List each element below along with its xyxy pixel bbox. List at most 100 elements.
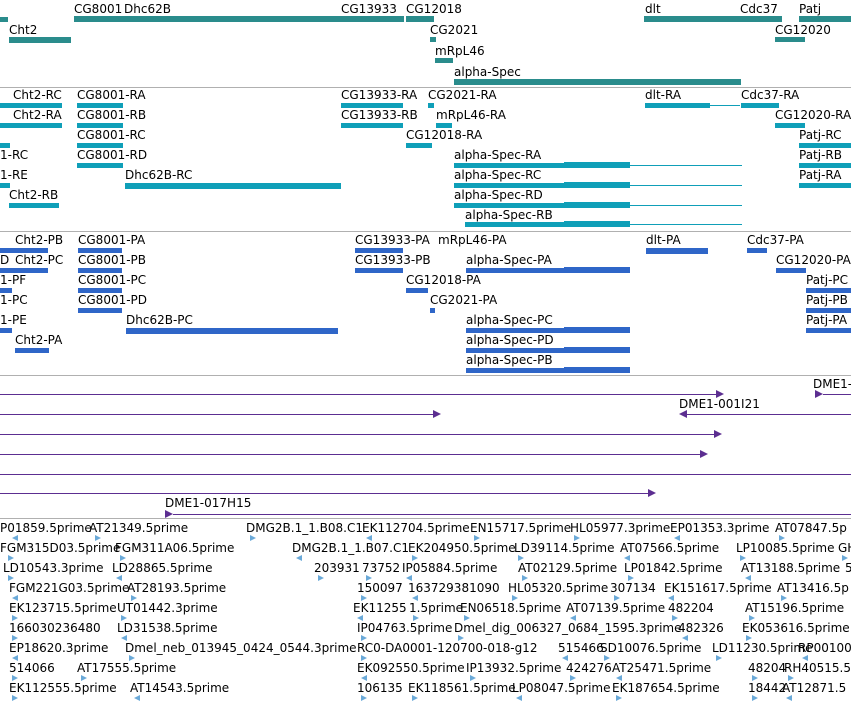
transcript-feature[interactable] bbox=[436, 123, 452, 128]
gene-feature[interactable] bbox=[435, 58, 453, 63]
est-direction-marker[interactable] bbox=[8, 555, 14, 561]
est-direction-marker[interactable] bbox=[470, 675, 476, 681]
protein-feature[interactable] bbox=[747, 248, 767, 253]
est-direction-marker[interactable] bbox=[81, 675, 87, 681]
protein-exon[interactable] bbox=[564, 367, 630, 373]
est-direction-marker[interactable] bbox=[746, 635, 752, 641]
protein-feature[interactable] bbox=[78, 268, 122, 273]
est-direction-marker[interactable] bbox=[786, 695, 792, 701]
est-direction-marker[interactable] bbox=[406, 575, 412, 581]
gene-feature[interactable] bbox=[406, 16, 434, 22]
est-direction-marker[interactable] bbox=[8, 575, 14, 581]
gene-feature[interactable] bbox=[775, 37, 805, 42]
est-direction-marker[interactable] bbox=[474, 535, 480, 541]
protein-exon[interactable] bbox=[564, 267, 630, 273]
protein-feature[interactable] bbox=[0, 288, 12, 293]
transcript-feature[interactable] bbox=[406, 143, 432, 148]
transcript-feature[interactable] bbox=[428, 103, 434, 108]
transcript-feature[interactable] bbox=[741, 103, 779, 108]
clone-feature[interactable] bbox=[687, 414, 851, 415]
protein-feature[interactable] bbox=[406, 288, 428, 293]
transcript-feature[interactable] bbox=[341, 123, 403, 128]
transcript-feature[interactable] bbox=[0, 183, 10, 188]
est-direction-marker[interactable] bbox=[518, 555, 524, 561]
est-direction-marker[interactable] bbox=[628, 575, 634, 581]
protein-feature[interactable] bbox=[466, 348, 564, 353]
est-direction-marker[interactable] bbox=[366, 575, 372, 581]
est-direction-marker[interactable] bbox=[12, 635, 18, 641]
gene-feature[interactable] bbox=[0, 17, 8, 22]
protein-feature[interactable] bbox=[0, 268, 48, 273]
est-direction-marker[interactable] bbox=[120, 555, 126, 561]
est-direction-marker[interactable] bbox=[116, 575, 122, 581]
est-direction-marker[interactable] bbox=[788, 675, 794, 681]
transcript-feature[interactable] bbox=[125, 183, 341, 189]
est-direction-marker[interactable] bbox=[12, 595, 18, 601]
est-direction-marker[interactable] bbox=[413, 615, 419, 621]
transcript-feature[interactable] bbox=[77, 143, 123, 148]
transcript-feature[interactable] bbox=[77, 163, 123, 168]
transcript-feature[interactable] bbox=[341, 103, 403, 108]
est-direction-marker[interactable] bbox=[752, 695, 758, 701]
est-direction-marker[interactable] bbox=[779, 535, 785, 541]
transcript-feature[interactable] bbox=[0, 123, 62, 128]
protein-feature[interactable] bbox=[15, 348, 49, 353]
protein-feature[interactable] bbox=[78, 288, 122, 293]
est-direction-marker[interactable] bbox=[134, 695, 140, 701]
protein-feature[interactable] bbox=[466, 328, 564, 333]
est-direction-marker[interactable] bbox=[357, 615, 363, 621]
clone-feature[interactable] bbox=[0, 414, 433, 415]
est-direction-marker[interactable] bbox=[842, 555, 848, 561]
transcript-feature[interactable] bbox=[799, 163, 851, 168]
protein-feature[interactable] bbox=[430, 308, 435, 313]
est-direction-marker[interactable] bbox=[516, 695, 522, 701]
est-direction-marker[interactable] bbox=[412, 595, 418, 601]
gene-feature[interactable] bbox=[799, 16, 851, 22]
protein-feature[interactable] bbox=[126, 328, 338, 334]
est-direction-marker[interactable] bbox=[781, 595, 787, 601]
est-direction-marker[interactable] bbox=[458, 635, 464, 641]
est-direction-marker[interactable] bbox=[361, 635, 367, 641]
transcript-feature[interactable] bbox=[454, 183, 564, 188]
transcript-feature[interactable] bbox=[77, 123, 123, 128]
gene-feature[interactable] bbox=[430, 37, 436, 42]
est-direction-marker[interactable] bbox=[749, 615, 755, 621]
est-direction-marker[interactable] bbox=[604, 655, 610, 661]
protein-feature[interactable] bbox=[776, 268, 806, 273]
transcript-feature[interactable] bbox=[454, 163, 564, 168]
est-direction-marker[interactable] bbox=[614, 595, 620, 601]
est-direction-marker[interactable] bbox=[512, 595, 518, 601]
gene-feature[interactable] bbox=[9, 37, 71, 43]
protein-feature[interactable] bbox=[78, 308, 122, 313]
clone-feature[interactable] bbox=[0, 454, 700, 455]
est-direction-marker[interactable] bbox=[318, 575, 324, 581]
gene-feature[interactable] bbox=[644, 16, 782, 22]
est-direction-marker[interactable] bbox=[12, 675, 18, 681]
est-direction-marker[interactable] bbox=[361, 595, 367, 601]
clone-feature[interactable] bbox=[173, 514, 851, 515]
est-direction-marker[interactable] bbox=[361, 695, 367, 701]
protein-feature[interactable] bbox=[355, 268, 403, 273]
est-direction-marker[interactable] bbox=[672, 615, 678, 621]
protein-feature[interactable] bbox=[806, 308, 851, 313]
est-direction-marker[interactable] bbox=[361, 675, 367, 681]
transcript-feature[interactable] bbox=[454, 203, 564, 208]
clone-feature[interactable] bbox=[823, 394, 851, 395]
protein-feature[interactable] bbox=[466, 368, 564, 373]
est-direction-marker[interactable] bbox=[361, 655, 367, 661]
est-direction-marker[interactable] bbox=[668, 595, 674, 601]
est-direction-marker[interactable] bbox=[616, 695, 622, 701]
est-direction-marker[interactable] bbox=[682, 635, 688, 641]
protein-feature[interactable] bbox=[0, 248, 48, 253]
est-direction-marker[interactable] bbox=[745, 575, 751, 581]
protein-feature[interactable] bbox=[646, 248, 708, 254]
est-direction-marker[interactable] bbox=[574, 535, 580, 541]
est-direction-marker[interactable] bbox=[250, 535, 256, 541]
est-direction-marker[interactable] bbox=[412, 555, 418, 561]
clone-feature[interactable] bbox=[0, 394, 716, 395]
est-direction-marker[interactable] bbox=[616, 675, 622, 681]
protein-exon[interactable] bbox=[564, 347, 630, 353]
transcript-exon[interactable] bbox=[564, 162, 630, 168]
est-direction-marker[interactable] bbox=[12, 615, 18, 621]
transcript-feature[interactable] bbox=[465, 222, 564, 227]
